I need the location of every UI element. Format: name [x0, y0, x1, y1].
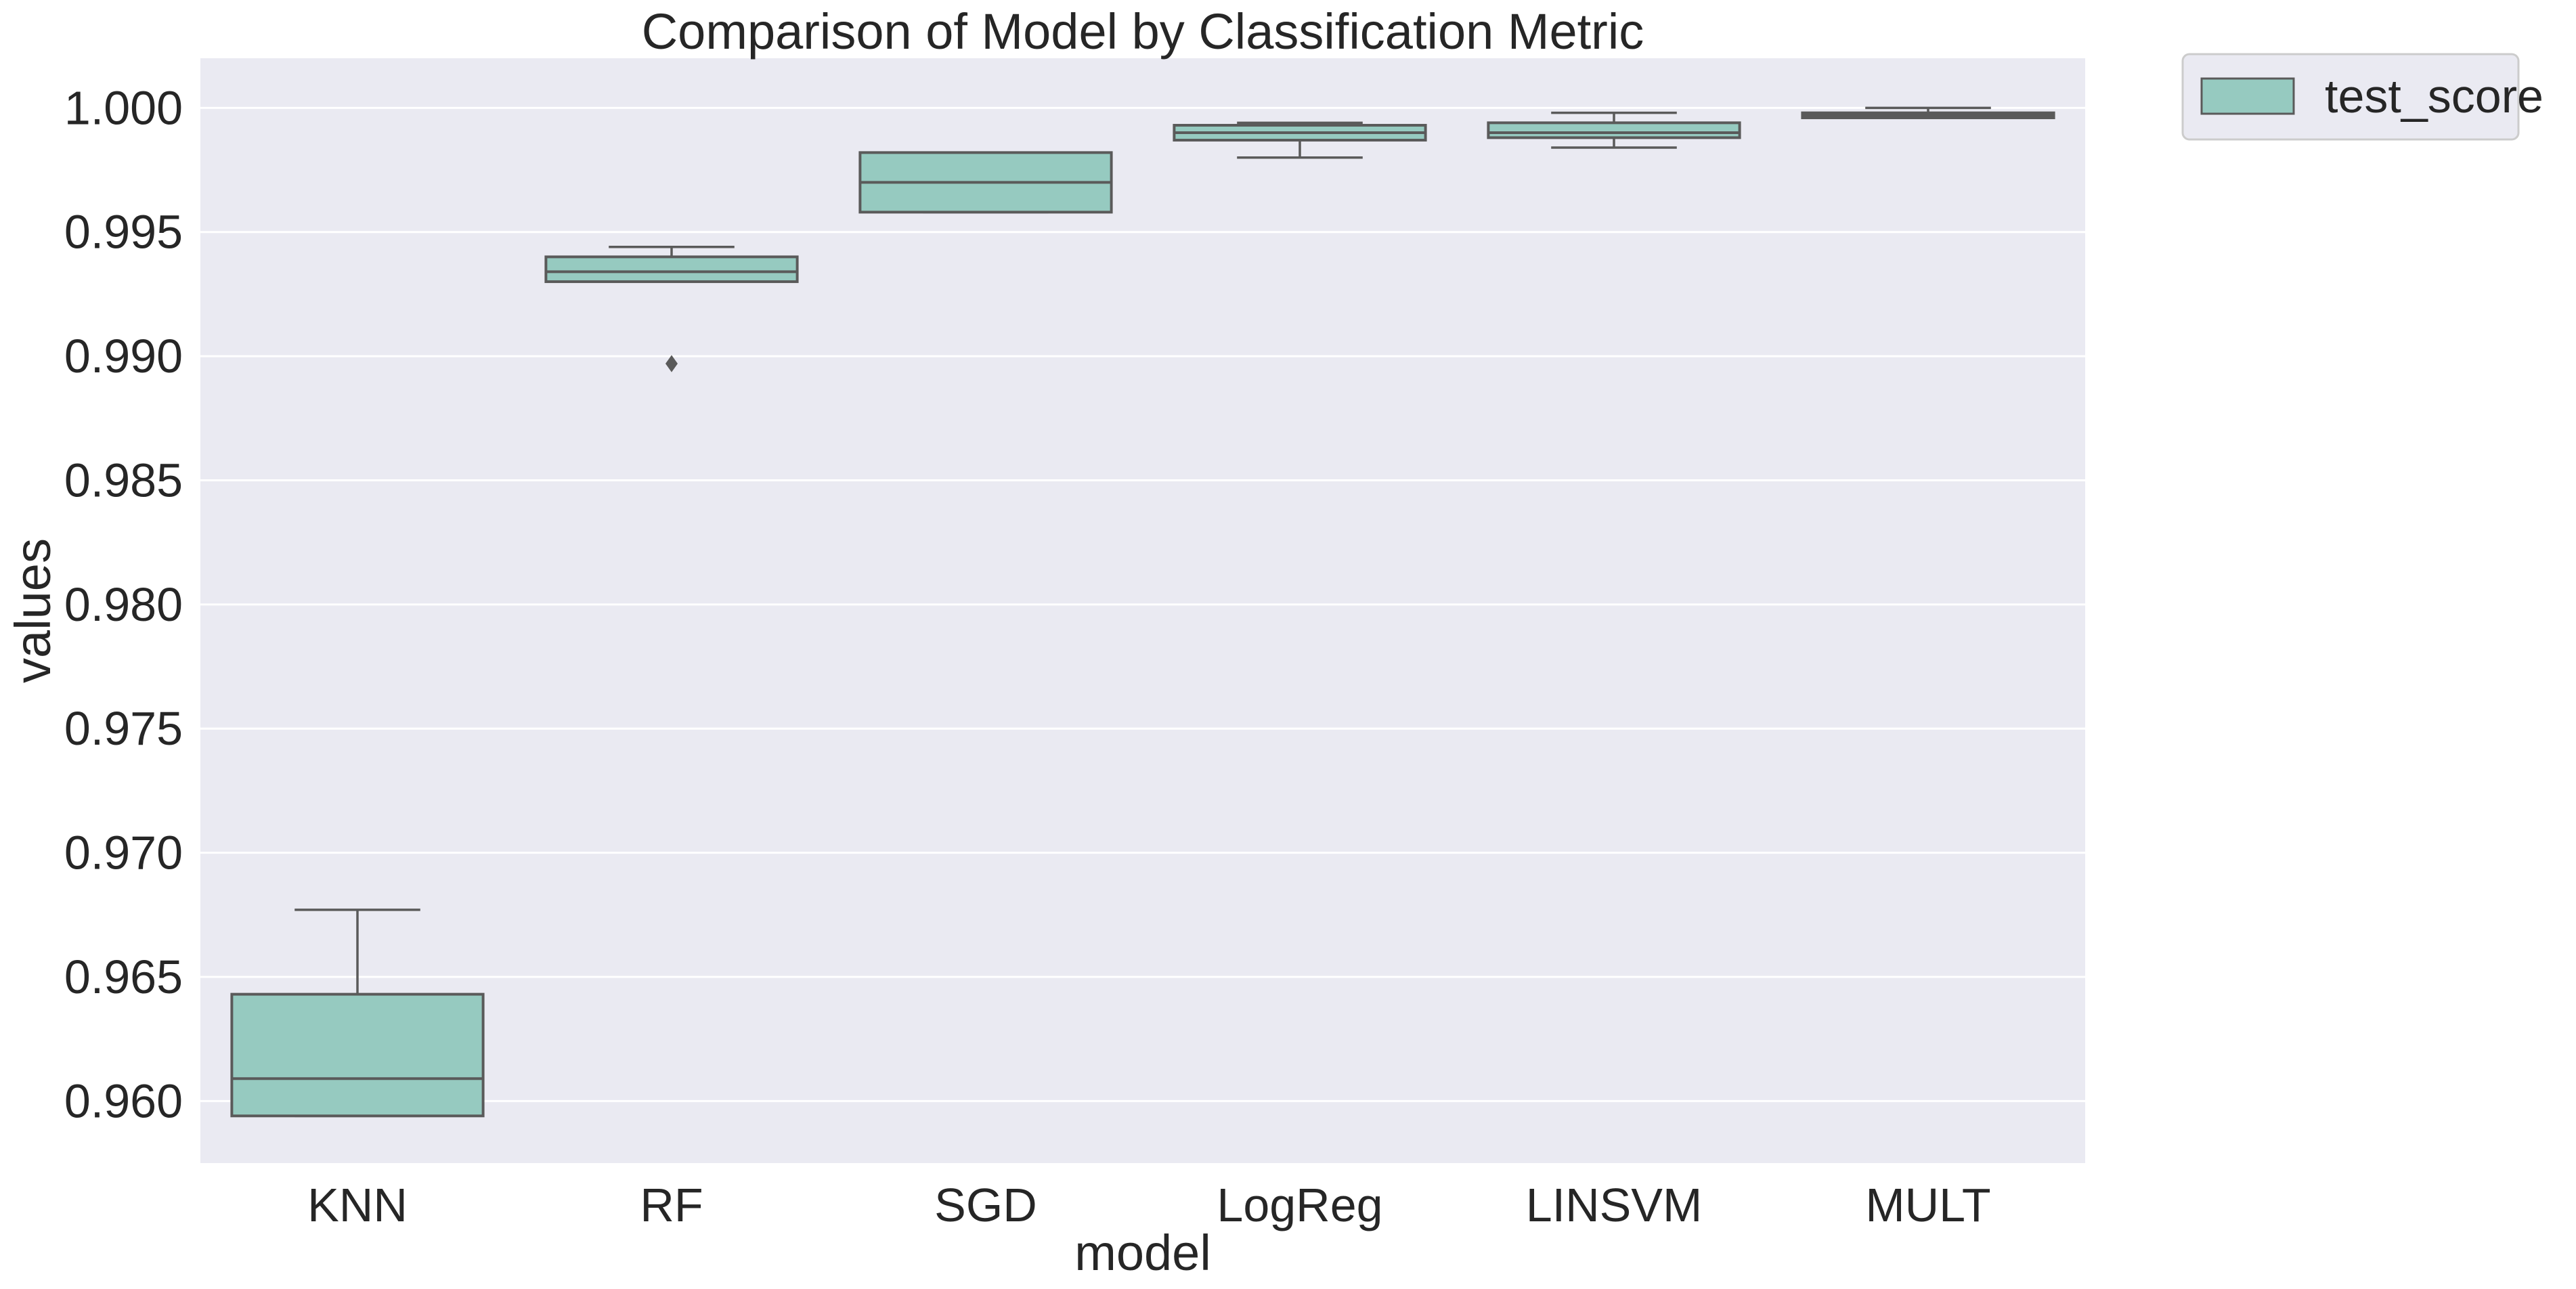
- x-axis-label: model: [1074, 1225, 1211, 1281]
- y-tick-label: 0.980: [64, 578, 183, 631]
- legend-swatch-test-score: [2200, 77, 2295, 115]
- gridlines: [200, 106, 2085, 1102]
- legend-frame: [2181, 53, 2520, 141]
- box-knn: [230, 909, 485, 1118]
- y-axis-ticks: 0.960 0.965 0.970 0.975 0.980 0.985 0.990 0.995…: [64, 81, 183, 1127]
- box-body: [544, 255, 799, 284]
- x-tick-label: RF: [640, 1179, 703, 1231]
- legend: test_score: [2181, 53, 2544, 141]
- outlier-point: [665, 355, 678, 372]
- y-tick-label: 1.000: [64, 81, 183, 134]
- y-tick-label: 0.985: [64, 454, 183, 506]
- box-series: [230, 106, 2055, 1118]
- y-tick-label: 0.975: [64, 702, 183, 755]
- legend-label-test-score: test_score: [2325, 70, 2544, 123]
- box-logreg: [1173, 121, 1427, 159]
- box-mult: [1801, 106, 2055, 120]
- x-tick-label: MULT: [1865, 1179, 1990, 1231]
- box-linsvm: [1487, 111, 1741, 149]
- x-tick-label: LINSVM: [1526, 1179, 1703, 1231]
- y-tick-label: 0.995: [64, 206, 183, 259]
- x-tick-label: LogReg: [1217, 1179, 1382, 1231]
- box-rf: [544, 245, 799, 372]
- y-axis-label: values: [5, 538, 61, 683]
- box-body: [1487, 121, 1741, 139]
- box-body: [230, 992, 485, 1118]
- y-tick-label: 0.965: [64, 951, 183, 1003]
- y-tick-label: 0.970: [64, 827, 183, 879]
- x-axis-ticks: KNN RF SGD LogReg LINSVM MULT: [307, 1179, 1991, 1231]
- box-sgd: [858, 151, 1113, 214]
- plot-area-background: [200, 58, 2085, 1163]
- y-tick-label: 0.960: [64, 1074, 183, 1127]
- x-tick-label: KNN: [307, 1179, 408, 1231]
- chart-title: Comparison of Model by Classification Me…: [642, 3, 1644, 60]
- y-tick-label: 0.990: [64, 330, 183, 383]
- x-tick-label: SGD: [934, 1179, 1037, 1231]
